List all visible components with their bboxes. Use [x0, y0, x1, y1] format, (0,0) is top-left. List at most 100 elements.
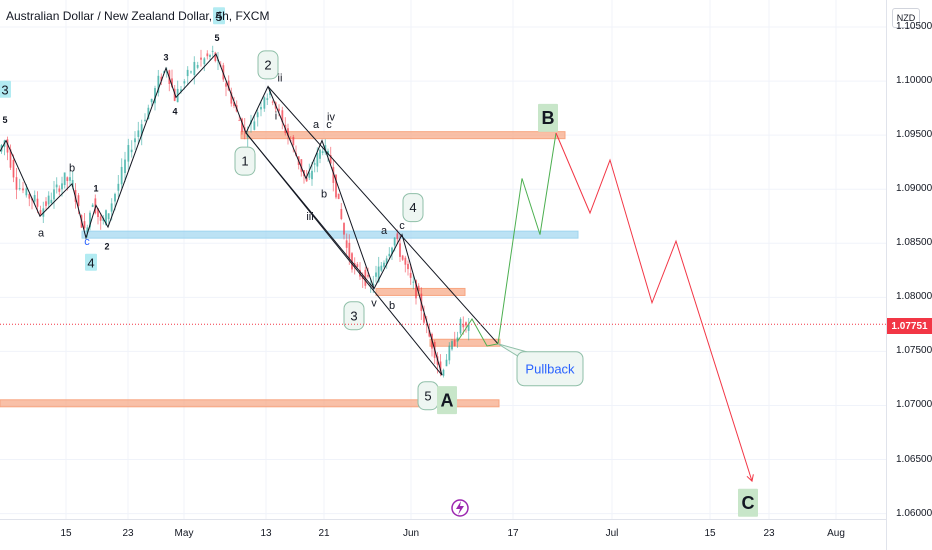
candle-body — [140, 124, 143, 136]
elliott-wave-line — [0, 53, 443, 376]
candle-body — [442, 369, 445, 376]
wave-label: a — [38, 227, 45, 239]
candle-body — [445, 359, 448, 367]
wave-label-text: C — [742, 493, 755, 513]
time-tick-label: 23 — [122, 528, 134, 539]
wave-label-background — [0, 80, 11, 98]
wave-label: c — [399, 220, 405, 232]
candle-body — [337, 193, 340, 199]
misc-marks — [0, 323, 886, 517]
wave-label: b — [69, 162, 75, 174]
candle-body — [89, 212, 91, 228]
candle-body — [348, 242, 351, 259]
wave-label-text: v — [371, 298, 377, 310]
wave-label: b — [389, 300, 395, 312]
wave-label-background — [213, 7, 225, 25]
wave-label-bubble — [343, 301, 365, 331]
wave-label: a — [381, 225, 388, 237]
wave-label-text: B — [542, 108, 555, 128]
wave-label-text: 4 — [87, 255, 94, 270]
wave-label: 1 — [93, 183, 98, 193]
wave-label: 5 — [417, 381, 439, 411]
candle-body — [260, 106, 262, 110]
candle-body — [343, 223, 345, 235]
wave-label-text: 2 — [104, 242, 109, 252]
price-scale-divider — [886, 0, 887, 550]
candle-body — [256, 112, 259, 118]
annotation-box — [516, 351, 584, 387]
candle-body — [428, 330, 431, 337]
candle-body — [18, 188, 21, 190]
wave-label-text: 3 — [1, 82, 8, 97]
candle-body — [340, 208, 343, 220]
candle-body — [462, 324, 465, 328]
candle-body — [292, 136, 295, 146]
candle-body — [196, 64, 199, 68]
candle-body — [321, 151, 324, 153]
candle-body — [407, 263, 409, 270]
currency-selector[interactable]: NZD — [892, 8, 920, 28]
candle-body — [71, 180, 74, 187]
candle-body — [114, 193, 116, 202]
current-price-label: 1.07751 — [887, 318, 932, 334]
candle-body — [233, 102, 235, 107]
wave-label-text: iv — [327, 112, 335, 124]
wave-label: 5 — [214, 33, 219, 43]
candle-body — [327, 150, 329, 155]
candle-body — [50, 199, 53, 204]
time-tick-label: 13 — [260, 528, 272, 539]
candle-body — [319, 149, 321, 159]
candle-body — [385, 258, 388, 265]
time-axis-divider — [0, 519, 886, 520]
wave-label: 2 — [104, 242, 109, 252]
candle-body — [127, 145, 130, 162]
wave-label: A — [437, 386, 457, 415]
candle-body — [99, 216, 102, 221]
time-tick-label: 17 — [507, 528, 519, 539]
wave-label: c — [84, 236, 90, 248]
wave-label-bubble — [402, 193, 424, 223]
candle-body — [105, 210, 107, 225]
candle-body — [180, 89, 182, 92]
time-tick-label: 21 — [318, 528, 330, 539]
candle-body — [15, 177, 18, 190]
price-zone — [240, 131, 566, 140]
candle-body — [263, 97, 266, 109]
wave-label: iv — [327, 112, 335, 124]
candle-body — [55, 184, 58, 188]
candle-body — [415, 280, 417, 299]
price-tick-label: 1.10500 — [896, 21, 932, 33]
wave-label-bubble — [234, 146, 256, 176]
wave-label-text: b — [69, 162, 75, 174]
candle-body — [412, 281, 415, 283]
candle-body — [33, 195, 36, 202]
wave-label: C — [738, 488, 758, 517]
candle-body — [94, 198, 97, 214]
wave-label-text: c — [84, 236, 90, 248]
candle-body — [377, 266, 380, 282]
candle-body — [183, 81, 186, 84]
wave-label-text: 3 — [163, 52, 168, 62]
wave-label: 4 — [402, 193, 424, 223]
wave-label: 1 — [234, 146, 256, 176]
candlestick-series — [0, 45, 470, 378]
candle-body — [467, 324, 470, 331]
candle-body — [12, 159, 15, 178]
candle-body — [459, 318, 462, 334]
candle-body — [345, 240, 348, 248]
candle-body — [203, 58, 206, 65]
candle-body — [91, 204, 94, 208]
price-tick-label: 1.08000 — [896, 291, 932, 303]
candle-body — [150, 98, 153, 103]
candle-body — [335, 174, 337, 198]
time-tick-label: 15 — [704, 528, 716, 539]
candle-body — [117, 183, 120, 191]
candle-body — [396, 233, 399, 240]
candle-body — [227, 80, 230, 91]
wave-label-background — [738, 488, 758, 517]
candle-body — [63, 172, 66, 186]
candle-body — [107, 213, 110, 220]
candle-body — [6, 139, 9, 153]
candle-body — [388, 253, 391, 257]
